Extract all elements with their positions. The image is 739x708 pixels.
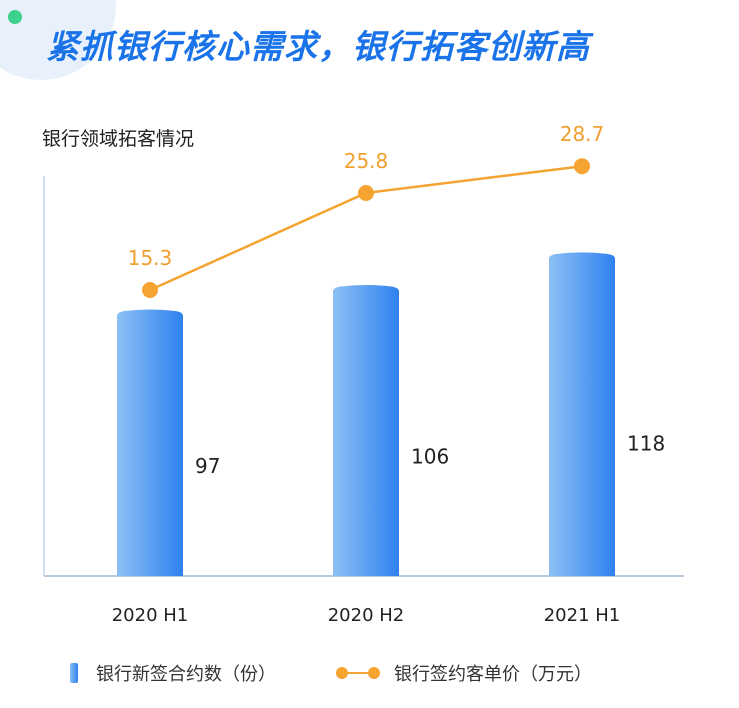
- x-tick-label-2: 2021 H1: [544, 605, 621, 626]
- legend-bar-swatch: [70, 663, 78, 683]
- decorative-dot: [8, 10, 22, 24]
- bar-1: [333, 285, 399, 576]
- line-point-0: [142, 282, 158, 298]
- price-trend-line: [149, 164, 583, 292]
- bar-value-label-0: 97: [195, 454, 220, 478]
- bar-0: [117, 309, 183, 576]
- chart-subtitle: 银行领域拓客情况: [42, 128, 195, 150]
- page-title: 紧抓银行核心需求，银行拓客创新高: [46, 27, 590, 66]
- legend-line-label: 银行签约客单价（万元）: [394, 664, 592, 685]
- line-value-label-2: 28.7: [560, 122, 605, 146]
- x-tick-label-0: 2020 H1: [112, 605, 189, 626]
- x-tick-label-1: 2020 H2: [328, 605, 405, 626]
- line-value-label-1: 25.8: [344, 149, 389, 173]
- line-point-1: [358, 185, 374, 201]
- bar-2: [549, 252, 615, 576]
- bar-value-label-2: 118: [627, 432, 665, 456]
- chart-legend: 银行新签合约数（份） 银行签约客单价（万元）: [70, 660, 592, 686]
- legend-line-swatch: [336, 663, 380, 683]
- line-value-label-0: 15.3: [128, 246, 173, 270]
- bar-value-label-1: 106: [411, 444, 449, 468]
- legend-bar-label: 银行新签合约数（份）: [96, 664, 276, 685]
- line-point-2: [574, 158, 590, 175]
